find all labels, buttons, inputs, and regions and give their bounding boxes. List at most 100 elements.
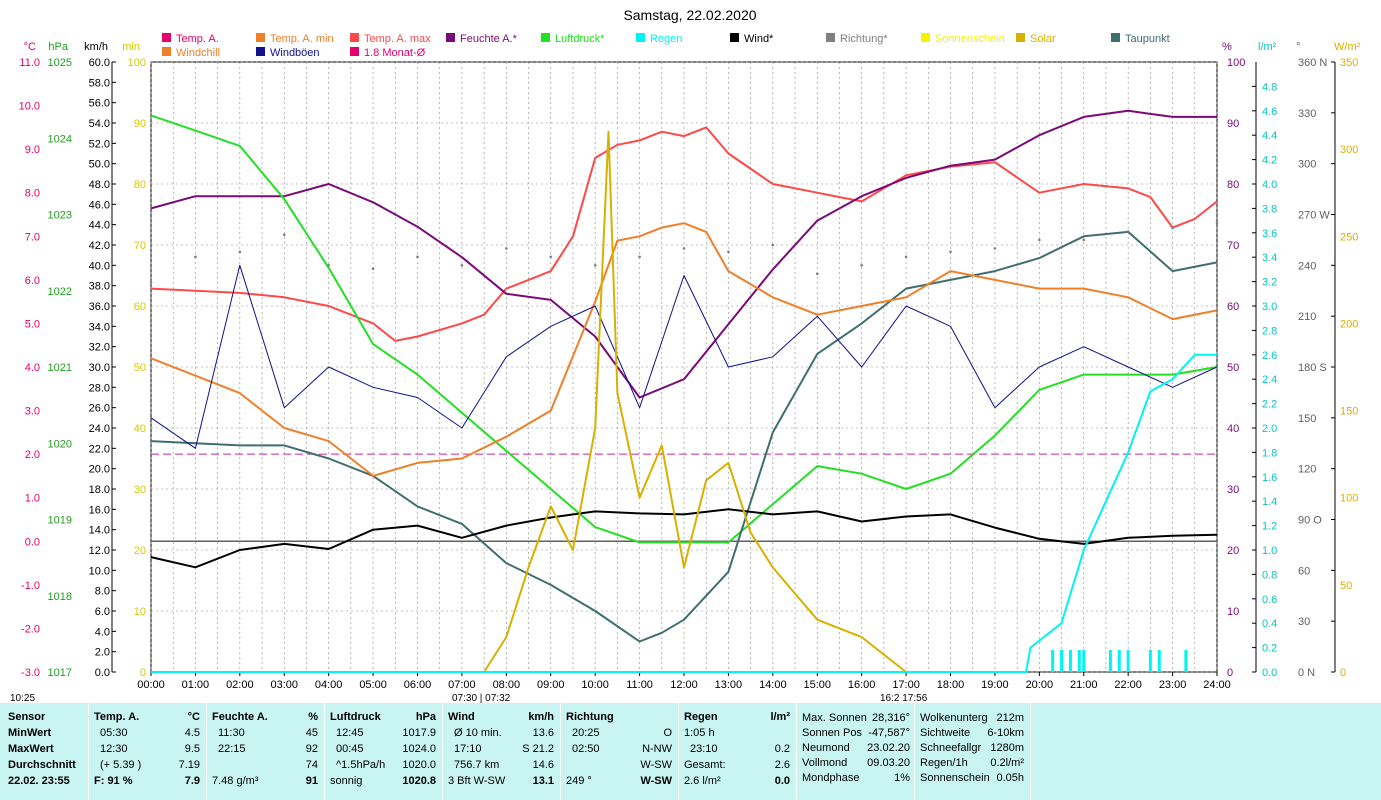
x-tick-label: 07:00 <box>448 679 476 691</box>
wind-axis-tick-label: 34.0 <box>89 321 110 333</box>
direction-point <box>949 250 952 254</box>
legend-label: Taupunkt <box>1125 33 1170 45</box>
sunshine-axis-tick-label: 10 <box>134 606 146 618</box>
legend-item: Temp. A. max <box>350 33 431 45</box>
legend-item: Wind* <box>730 33 774 45</box>
x-tick-label: 12:00 <box>670 679 698 691</box>
stats-rain-total-note: 2.6 l/m² <box>684 775 721 787</box>
rain-axis-tick-label: 1.0 <box>1262 545 1277 557</box>
legend-item: Luftdruck* <box>541 33 605 45</box>
rain-axis-tick-label: 2.4 <box>1262 374 1277 386</box>
rain-axis-unit: l/m² <box>1258 41 1277 53</box>
legend-label: Temp. A. max <box>364 33 431 45</box>
stats-wind-max-time: 17:10 <box>454 743 482 755</box>
stats-wind-avg-value: 14.6 <box>532 759 554 771</box>
temp-axis-tick-label: 7.0 <box>25 231 40 243</box>
wind-axis-tick-label: 12.0 <box>89 545 110 557</box>
x-tick-label: 19:00 <box>981 679 1009 691</box>
direction-point <box>771 243 775 247</box>
series-line-windb-en <box>150 264 1218 449</box>
humidity-axis-tick-label: 40 <box>1227 423 1239 435</box>
series-line-temp-a <box>150 126 1218 342</box>
humidity-axis-unit: % <box>1222 41 1232 53</box>
rain-axis-tick-label: 4.0 <box>1262 179 1277 191</box>
stats-direction-max-value: N-NW <box>642 743 672 755</box>
stats-humidity-min-value: 45 <box>305 727 318 739</box>
wind-axis-tick-label: 40.0 <box>89 260 110 272</box>
stats-temp-avg-value: 7.19 <box>178 759 200 771</box>
legend-swatch <box>921 33 930 42</box>
direction-axis-tick-label: 210 <box>1298 311 1316 323</box>
stats-direction-max-time: 02:50 <box>572 743 600 755</box>
direction-axis-tick-label: 300 <box>1298 159 1316 171</box>
wind-axis-tick-label: 28.0 <box>89 382 110 394</box>
stats-pressure-min-time: 12:45 <box>336 727 364 739</box>
stats-misc-value-0: 212m <box>996 712 1024 724</box>
direction-axis-unit: ° <box>1296 41 1300 53</box>
sunset-label: 16:2 17:56 <box>880 693 928 703</box>
sunshine-axis-tick-label: 20 <box>134 545 146 557</box>
pressure-axis-tick-label: 1023 <box>48 210 72 222</box>
direction-point <box>1082 238 1086 242</box>
legend-item: Feuchte A.* <box>446 33 518 45</box>
sunshine-axis-tick-label: 50 <box>134 362 146 374</box>
legend-swatch <box>1111 33 1120 42</box>
direction-point <box>1215 221 1219 225</box>
solar-axis-tick-label: 0 <box>1340 667 1346 679</box>
stats-temp-max-time: 12:30 <box>100 743 128 755</box>
stats-wind-max-value: S 21.2 <box>522 743 554 755</box>
stats-label-current: 22.02. 23:55 <box>8 775 70 787</box>
stats-pressure-max-time: 00:45 <box>336 743 364 755</box>
solar-axis-tick-label: 350 <box>1340 57 1358 69</box>
direction-point <box>149 280 153 284</box>
legend-label: Wind* <box>744 33 774 45</box>
rain-axis-tick-label: 4.8 <box>1262 81 1277 93</box>
direction-point <box>593 264 597 267</box>
sunshine-axis-tick-label: 0 <box>140 667 146 679</box>
direction-point <box>727 250 730 254</box>
series-line-regen <box>151 353 1217 673</box>
legend-label: Regen <box>650 33 682 45</box>
legend-swatch <box>446 33 455 42</box>
stats-pressure-forecast: sonnig <box>330 775 363 787</box>
stats-pressure-column: Luftdruck hPa 12:45 1017.9 00:45 1024.0 ^1.… <box>330 709 436 789</box>
stats-rain-total-value: 2.6 <box>774 759 790 771</box>
legend-swatch <box>256 33 265 42</box>
temp-axis-unit: °C <box>24 41 36 53</box>
legend-label: Windböen <box>270 47 320 59</box>
series-line-feuchte-a <box>150 109 1217 399</box>
humidity-axis-tick-label: 70 <box>1227 240 1239 252</box>
pressure-axis-tick-label: 1024 <box>48 133 72 145</box>
stats-wind-unit: km/h <box>528 711 554 723</box>
stats-sun-label-3: Vollmond <box>802 757 848 769</box>
stats-misc-label-2: Schneefallgr <box>920 742 982 754</box>
stats-sun-label-4: Mondphase <box>802 772 860 784</box>
x-tick-label: 18:00 <box>937 679 965 691</box>
series-line-wind <box>150 508 1218 569</box>
x-tick-label: 17:00 <box>892 679 920 691</box>
stats-rain-header: Regen <box>684 711 718 723</box>
stats-wind-avg10-label: Ø 10 min. <box>454 727 502 739</box>
temp-axis-tick-label: -1.0 <box>21 580 40 592</box>
direction-point <box>860 264 863 267</box>
x-tick-label: 02:00 <box>226 679 254 691</box>
rain-axis-tick-label: 4.4 <box>1262 130 1277 142</box>
direction-point <box>1038 238 1041 242</box>
stats-misc-label-4: Sonnenschein <box>920 772 990 784</box>
wind-axis-tick-label: 16.0 <box>89 504 110 516</box>
stats-temp-min-time: 05:30 <box>100 727 128 739</box>
pressure-axis-tick-label: 1019 <box>48 515 72 527</box>
stats-sun-column: Max. Sonnen 28,316° Sonnen Pos -47,587° Ne… <box>802 711 910 786</box>
rain-axis-tick-label: 3.4 <box>1262 252 1277 264</box>
direction-point <box>993 247 997 250</box>
x-tick-label: 15:00 <box>803 679 831 691</box>
wind-axis-tick-label: 20.0 <box>89 464 110 476</box>
rain-axis-tick-label: 0.8 <box>1262 569 1277 581</box>
direction-point <box>416 255 419 259</box>
stats-pressure-trend: ^1.5hPa/h <box>336 759 386 771</box>
direction-point <box>282 233 286 237</box>
temp-axis-tick-label: 3.0 <box>25 406 40 418</box>
stats-misc-value-4: 0.05h <box>996 772 1024 784</box>
legend-label: Sonnenschein <box>935 33 1005 45</box>
legend-item: Windchill <box>162 47 220 59</box>
